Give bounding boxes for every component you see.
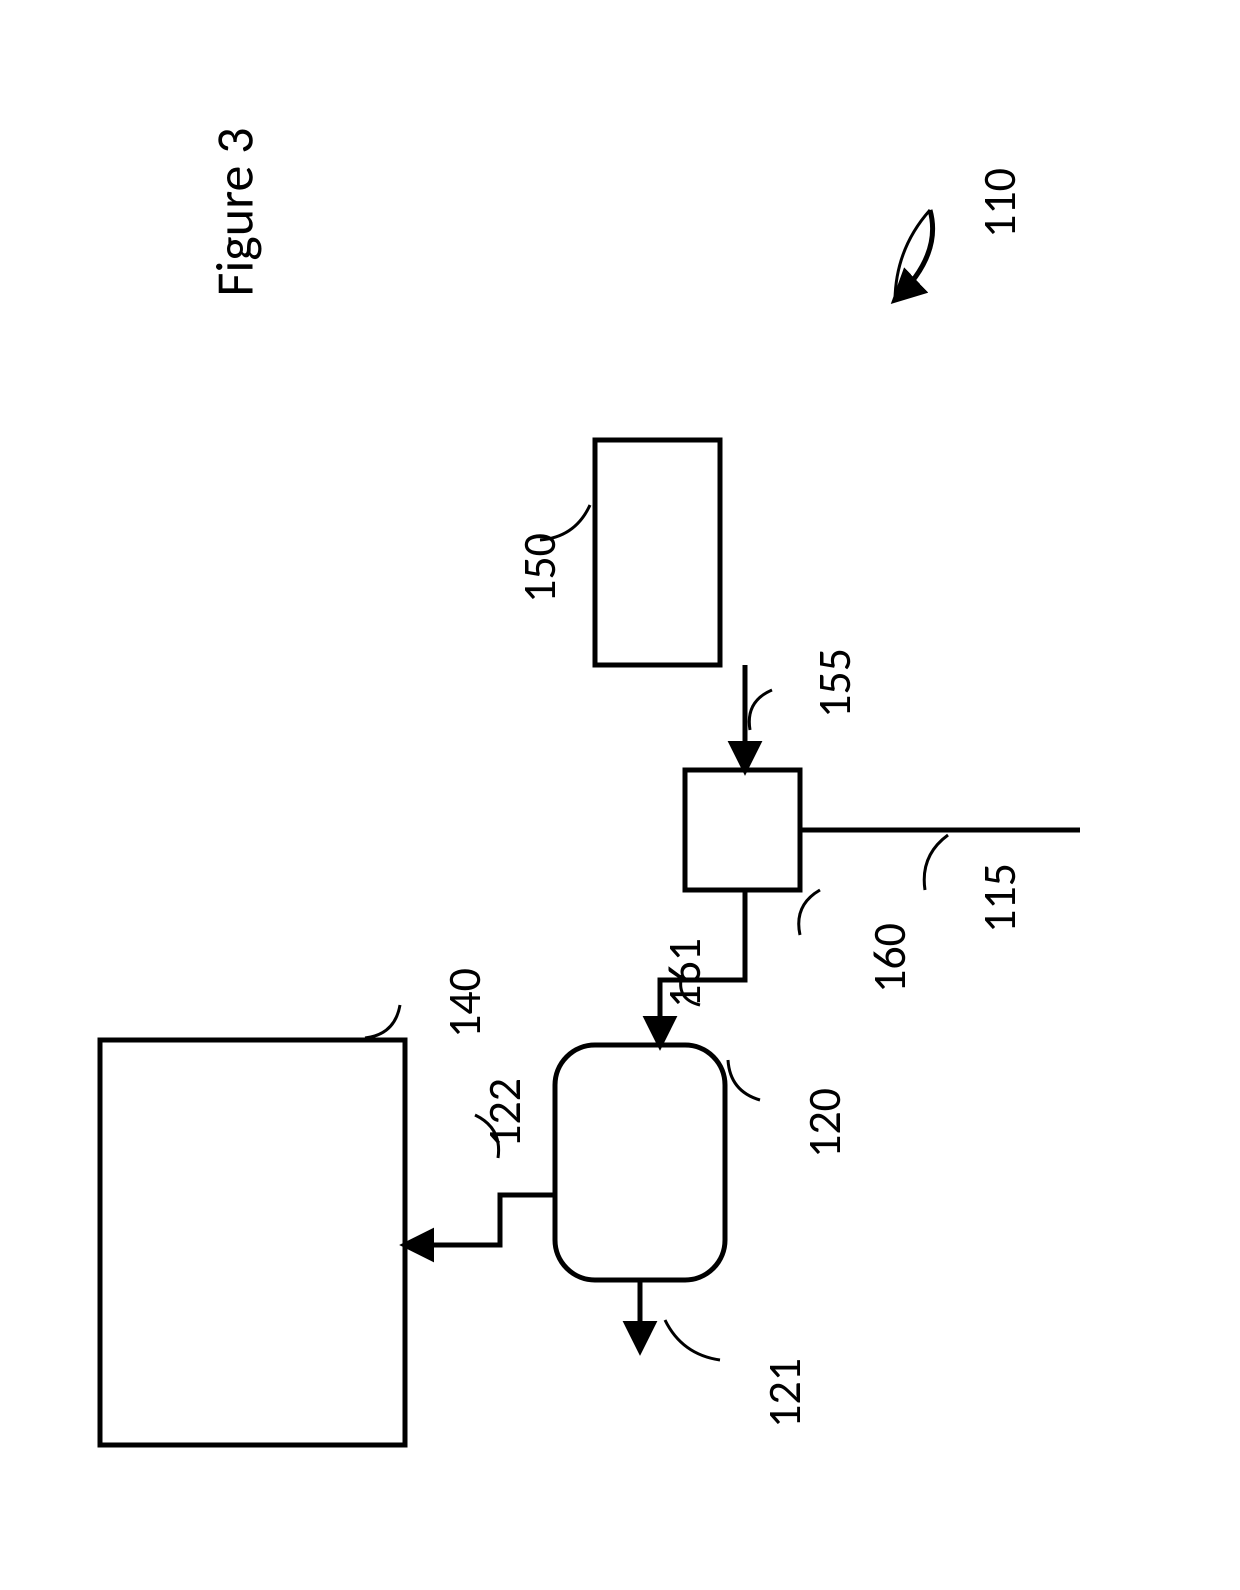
- node-n160: [685, 770, 800, 890]
- ref-160: 160: [862, 923, 918, 993]
- leader-155: [749, 690, 772, 730]
- figure-3-diagram: Figure 3 110 115 150 155 160 161 120 121…: [0, 0, 1240, 1590]
- node-n140: [100, 1040, 405, 1445]
- leader-120: [728, 1060, 760, 1100]
- leader-160: [799, 890, 820, 935]
- edge-e110: [895, 210, 933, 300]
- ref-161: 161: [657, 938, 713, 1008]
- node-n120: [555, 1045, 725, 1280]
- leader-115: [924, 835, 948, 890]
- ref-140: 140: [437, 968, 493, 1038]
- ref-121: 121: [757, 1358, 813, 1428]
- node-n150: [595, 440, 720, 665]
- edge-e122: [405, 1195, 555, 1245]
- leader-121: [665, 1320, 720, 1360]
- ref-120: 120: [797, 1088, 853, 1158]
- ref-122: 122: [477, 1078, 533, 1148]
- ref-155: 155: [807, 648, 863, 718]
- ref-150: 150: [512, 533, 568, 603]
- diagram-canvas: [0, 0, 1240, 1590]
- ref-110: 110: [972, 168, 1028, 238]
- ref-115: 115: [972, 863, 1028, 933]
- figure-title: Figure 3: [203, 127, 267, 296]
- leader-110: [895, 210, 930, 300]
- leader-140: [365, 1005, 400, 1038]
